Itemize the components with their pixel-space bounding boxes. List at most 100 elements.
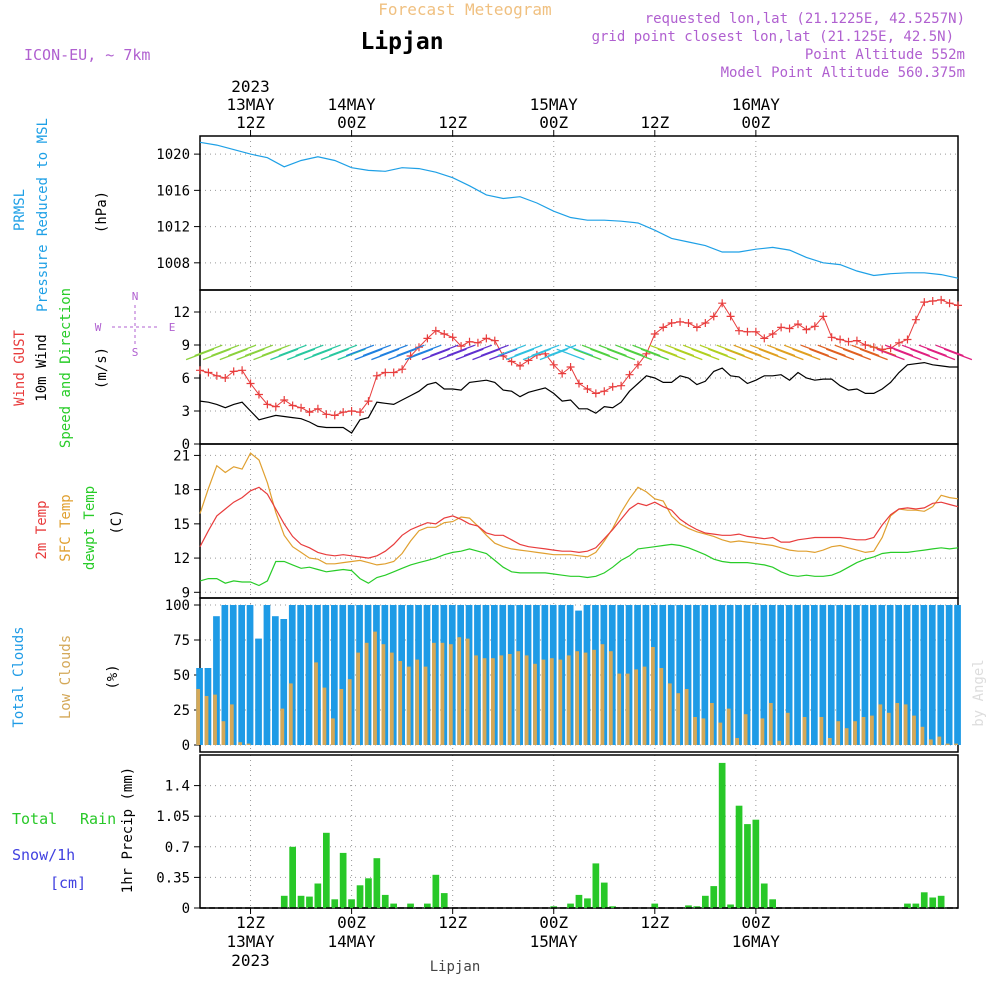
- total-cloud-bar: [246, 605, 254, 745]
- wind-direction-arrow: [750, 344, 779, 357]
- wind-direction-arrow: [303, 348, 333, 361]
- total-cloud-bar: [221, 605, 229, 745]
- wind-direction-arrow: [446, 344, 476, 357]
- low-cloud-bar: [204, 696, 209, 745]
- low-cloud-bar: [533, 663, 537, 745]
- gust-marker: [246, 379, 255, 388]
- meteogram-suptitle: Forecast Meteogram: [378, 0, 551, 19]
- y-tick-label: 1016: [156, 183, 190, 199]
- gust-marker: [650, 330, 659, 338]
- pressure-line: [199, 141, 959, 279]
- low-cloud-bar: [651, 647, 655, 745]
- gust-marker: [819, 312, 828, 321]
- gust-marker: [852, 336, 861, 345]
- wind-direction-arrow: [615, 344, 644, 357]
- rain-bar: [592, 863, 600, 908]
- rain-bar: [280, 895, 288, 908]
- grid-point-coords: grid point closest lon,lat (21.125E, 42.…: [592, 29, 954, 45]
- wind-labels: Wind GUST 10m Wind Speed and Direction (…: [12, 288, 175, 448]
- model-point-altitude: Model Point Altitude 560.375m: [721, 65, 965, 81]
- low-cloud-bar: [541, 659, 546, 745]
- gust-marker: [583, 385, 592, 393]
- rain-bar: [550, 906, 558, 908]
- gust-marker: [895, 338, 904, 347]
- gust-marker: [263, 400, 272, 409]
- gust-marker: [558, 369, 567, 378]
- total-cloud-bar: [819, 605, 827, 745]
- wind-direction-arrow: [809, 348, 838, 361]
- low-cloud-bar: [592, 649, 596, 745]
- wind-direction-arrow: [497, 344, 526, 357]
- temp-labels: 2m Temp SFC Temp dewpt Temp (C): [34, 486, 125, 570]
- pressure-unit: (hPa): [94, 191, 110, 233]
- wind-direction-arrow: [404, 348, 434, 361]
- low-cloud-bar: [844, 728, 849, 745]
- low-cloud-bar: [356, 652, 360, 745]
- gust-marker: [423, 334, 432, 343]
- rain-bar: [348, 899, 355, 908]
- rain-bar: [424, 903, 431, 908]
- prmsl-label: PRMSL: [12, 189, 28, 231]
- low-cloud-bar: [701, 718, 706, 745]
- bottom-time-label: 12Z: [640, 913, 669, 932]
- wind-direction-arrow: [413, 344, 442, 357]
- y-tick-label: 0: [182, 901, 190, 917]
- low-cloud-bar: [322, 687, 327, 745]
- total-cloud-bar: [213, 616, 220, 745]
- rain-bar: [718, 762, 726, 908]
- low-cloud-bar: [440, 642, 445, 745]
- gust-marker: [212, 371, 221, 380]
- wind-direction-arrow: [699, 344, 728, 357]
- gust-marker: [726, 312, 735, 321]
- panel-frame: [199, 289, 959, 445]
- wind-direction-arrow: [185, 348, 215, 361]
- wind-direction-arrow: [573, 348, 602, 361]
- wind-direction-arrow: [775, 348, 804, 361]
- bottom-time-label: 00Z: [337, 913, 366, 932]
- low-cloud-bar: [558, 659, 563, 745]
- low-cloud-bar: [819, 717, 824, 745]
- bottom-time-label: 13MAY: [226, 932, 275, 951]
- low-cloud-bar: [221, 721, 226, 745]
- gust-marker: [793, 320, 802, 329]
- bottom-time-label: 14MAY: [328, 932, 377, 951]
- low-cloud-bar: [920, 726, 925, 745]
- gust-marker: [633, 360, 642, 369]
- wind-direction-arrow: [202, 348, 231, 361]
- wind-direction-arrow: [278, 344, 307, 357]
- total-cloud-bar: [255, 638, 262, 745]
- y-tick-label: 9: [182, 585, 190, 601]
- low-cloud-bar: [566, 655, 571, 745]
- low-cloud-bar: [785, 712, 790, 745]
- gust-marker: [676, 317, 685, 326]
- gust-marker: [313, 404, 322, 413]
- total-cloud-bar: [726, 605, 734, 745]
- y-tick-label: 9: [182, 338, 190, 354]
- total-cloud-bar: [945, 605, 953, 745]
- low-cloud-bar: [331, 718, 335, 745]
- bottom-time-label: 2023: [231, 951, 270, 970]
- low-cloud-bar: [726, 708, 731, 745]
- low-cloud-bar: [853, 721, 857, 745]
- low-cloud-bar: [937, 736, 942, 745]
- gust-marker: [625, 370, 634, 379]
- sfc-temp-line: [199, 452, 959, 566]
- gust-marker: [954, 301, 962, 310]
- wind-direction-arrow: [825, 348, 855, 361]
- low-cloud-bar: [693, 717, 697, 745]
- y-tick-label: 1008: [156, 256, 190, 272]
- total-cloud-bar: [785, 605, 793, 745]
- panel-frame: [199, 135, 959, 291]
- wind-direction-arrow: [505, 348, 535, 361]
- model-name: ICON-EU, ~ 7km: [24, 46, 150, 64]
- gust-marker: [920, 298, 929, 307]
- bottom-time-label: 12Z: [236, 913, 265, 932]
- low-cloud-bar: [600, 644, 605, 745]
- wind-direction-arrow: [472, 348, 501, 361]
- gust-marker: [254, 390, 263, 399]
- gust-marker: [844, 337, 853, 346]
- wind-direction-arrow: [438, 348, 467, 361]
- bottom-time-label: 00Z: [539, 913, 568, 932]
- total-cloud-bar: [280, 619, 288, 745]
- wind-direction-arrow: [834, 344, 863, 357]
